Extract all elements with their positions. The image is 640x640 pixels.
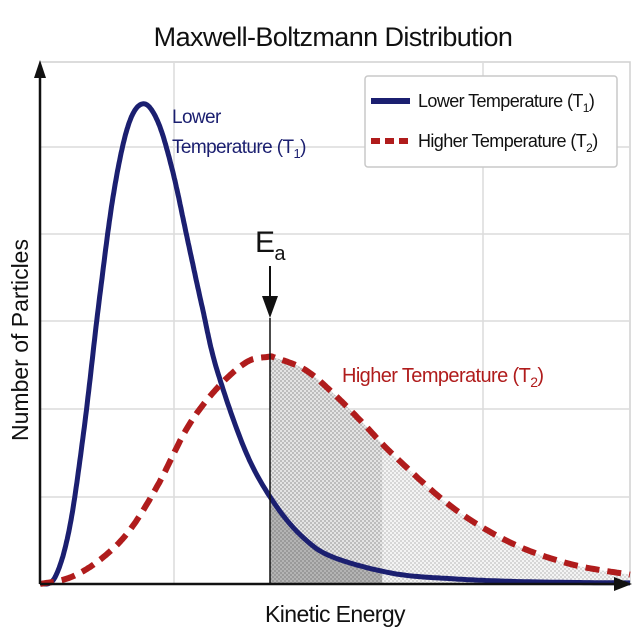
legend-label-higher: Higher Temperature (T2) [418,131,598,155]
y-axis-label: Number of Particles [7,239,33,441]
chart-title: Maxwell-Boltzmann Distribution [154,22,513,52]
shaded-area-lower-temperature [270,496,383,584]
series-line-higher-temperature [37,353,632,587]
legend: Lower Temperature (T1) Higher Temperatur… [364,75,618,168]
series-line-lower-temperature [37,101,631,587]
x-axis-label: Kinetic Energy [265,601,406,627]
legend-label-lower: Lower Temperature (T1) [418,91,594,115]
axes [34,60,632,591]
activation-energy-marker: Ea [255,226,287,584]
annotation-lower-temperature: Lower Temperature (T1) [172,107,307,161]
annotation-lower-line2: Temperature (T1) [172,137,306,161]
x-axis-arrow-icon [614,577,632,591]
shaded-area-higher-temperature-inner [270,356,383,584]
activation-energy-label: Ea [255,226,286,265]
y-axis-arrow-icon [34,60,46,78]
legend-box [364,75,618,168]
annotation-higher-temperature: Higher Temperature (T2) [342,365,543,390]
annotation-lower-line1: Lower [172,107,222,128]
arrow-head-icon [262,296,278,318]
